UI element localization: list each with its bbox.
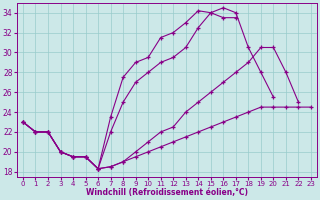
- X-axis label: Windchill (Refroidissement éolien,°C): Windchill (Refroidissement éolien,°C): [86, 188, 248, 197]
